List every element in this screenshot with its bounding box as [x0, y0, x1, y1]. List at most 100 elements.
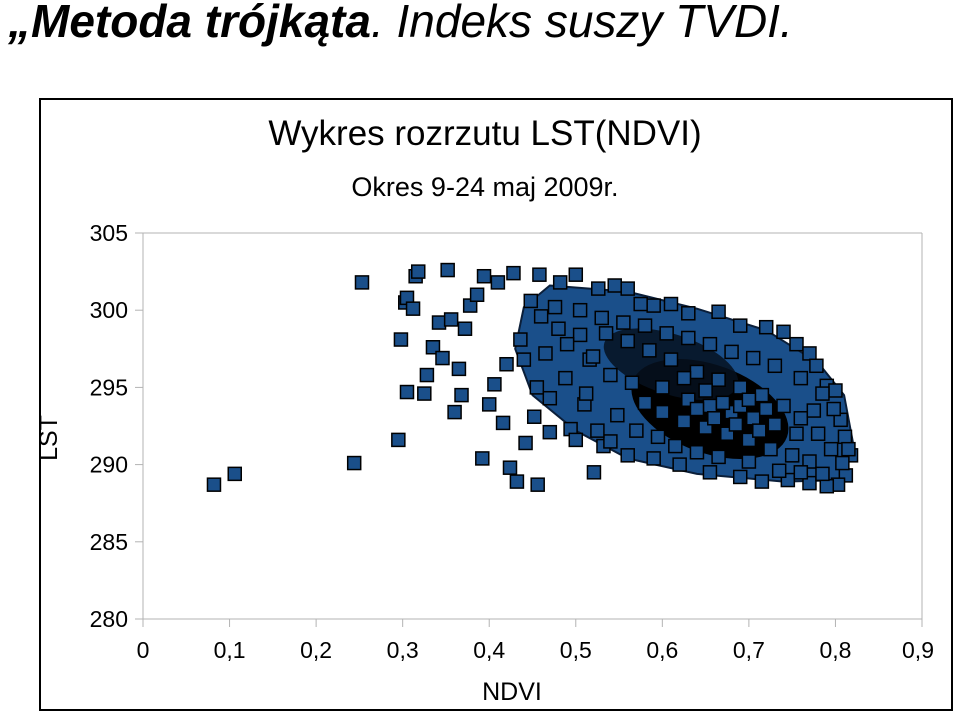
data-point — [603, 367, 618, 383]
data-point — [551, 321, 566, 336]
data-point — [732, 469, 748, 485]
data-point — [819, 478, 835, 494]
y-tick-label: 280 — [90, 606, 128, 632]
data-point — [767, 417, 783, 432]
data-point — [810, 426, 826, 441]
data-point — [728, 417, 744, 432]
data-point — [526, 409, 542, 424]
data-point — [793, 465, 809, 480]
x-tick-label: 0,6 — [646, 637, 678, 663]
data-point — [533, 309, 549, 324]
data-point — [655, 380, 670, 395]
data-point — [663, 296, 679, 312]
axes — [142, 232, 923, 620]
data-point — [620, 333, 635, 349]
x-tick-label: 0,5 — [560, 637, 592, 663]
data-point — [598, 326, 614, 341]
data-point — [476, 268, 492, 284]
data-point — [399, 384, 415, 400]
data-point — [663, 352, 679, 367]
slide-title: „Metoda trójkąta. Indeks suszy TVDI. — [8, 0, 793, 48]
data-point — [806, 403, 822, 418]
x-tick-label: 0,9 — [902, 637, 934, 663]
data-point — [650, 429, 666, 445]
data-point — [447, 404, 462, 420]
slide-title-rest: . Indeks suszy TVDI. — [370, 0, 793, 47]
data-point — [354, 275, 370, 290]
data-point — [530, 477, 545, 492]
x-tick-label: 0 — [137, 637, 150, 663]
data-point — [469, 287, 485, 303]
data-point — [763, 441, 778, 457]
data-point — [752, 423, 767, 438]
data-point — [568, 432, 584, 448]
data-point — [487, 377, 502, 392]
data-point — [620, 448, 635, 463]
data-point — [776, 398, 791, 414]
data-point — [745, 411, 761, 426]
data-point — [590, 423, 605, 438]
data-point — [393, 332, 409, 347]
data-point — [495, 415, 511, 431]
data-point — [676, 370, 692, 386]
slide-title-emphasis: „Metoda trójkąta — [8, 0, 371, 47]
data-point — [776, 324, 791, 340]
data-point — [758, 401, 774, 417]
data-point — [698, 383, 713, 398]
data-point — [689, 444, 705, 460]
x-tick-label: 0,4 — [473, 637, 505, 663]
data-point — [711, 449, 726, 465]
chart-subtitle: Okres 9-24 maj 2009r. — [351, 172, 618, 202]
data-point — [702, 398, 718, 414]
data-point — [431, 315, 447, 330]
data-point — [826, 401, 841, 417]
data-point — [815, 466, 830, 482]
y-axis-label: LST — [35, 415, 63, 461]
data-point — [518, 435, 533, 451]
y-tick-label: 290 — [90, 452, 128, 478]
data-point — [616, 315, 631, 330]
data-point — [490, 275, 506, 290]
tick-labels: 280 285 290 295 300 305 0 0,1 0,2 0,3 0,4 0,5 0,6 0,7… — [90, 220, 934, 663]
data-point — [585, 349, 601, 364]
data-point — [558, 370, 573, 386]
data-point — [754, 387, 770, 403]
data-point — [419, 367, 435, 383]
data-points — [206, 262, 859, 494]
data-point — [523, 293, 539, 309]
data-point — [578, 386, 594, 401]
data-point — [475, 451, 490, 466]
data-point — [559, 336, 575, 352]
data-point — [841, 441, 856, 457]
data-point — [568, 267, 584, 282]
data-point — [828, 383, 843, 398]
data-point — [454, 387, 469, 403]
data-point — [451, 361, 467, 377]
data-point — [837, 429, 853, 445]
data-point — [689, 401, 705, 417]
data-point — [835, 455, 850, 471]
data-point — [603, 434, 618, 449]
data-point — [509, 474, 525, 489]
data-point — [741, 392, 757, 408]
data-point — [789, 336, 804, 352]
data-point — [724, 344, 739, 360]
data-point — [633, 296, 648, 312]
data-point — [659, 326, 674, 341]
data-point — [391, 432, 406, 448]
data-point — [572, 327, 588, 343]
data-point — [443, 312, 459, 327]
data-point — [440, 262, 455, 278]
data-point — [646, 451, 661, 466]
data-point — [784, 448, 800, 463]
data-point — [758, 319, 774, 335]
data-point — [823, 441, 839, 457]
data-point — [206, 477, 222, 492]
data-point — [547, 299, 563, 315]
data-point — [802, 475, 817, 491]
data-point — [646, 298, 661, 313]
data-point — [572, 302, 588, 318]
data-point — [506, 265, 521, 281]
x-tick-label: 0,7 — [733, 637, 765, 663]
